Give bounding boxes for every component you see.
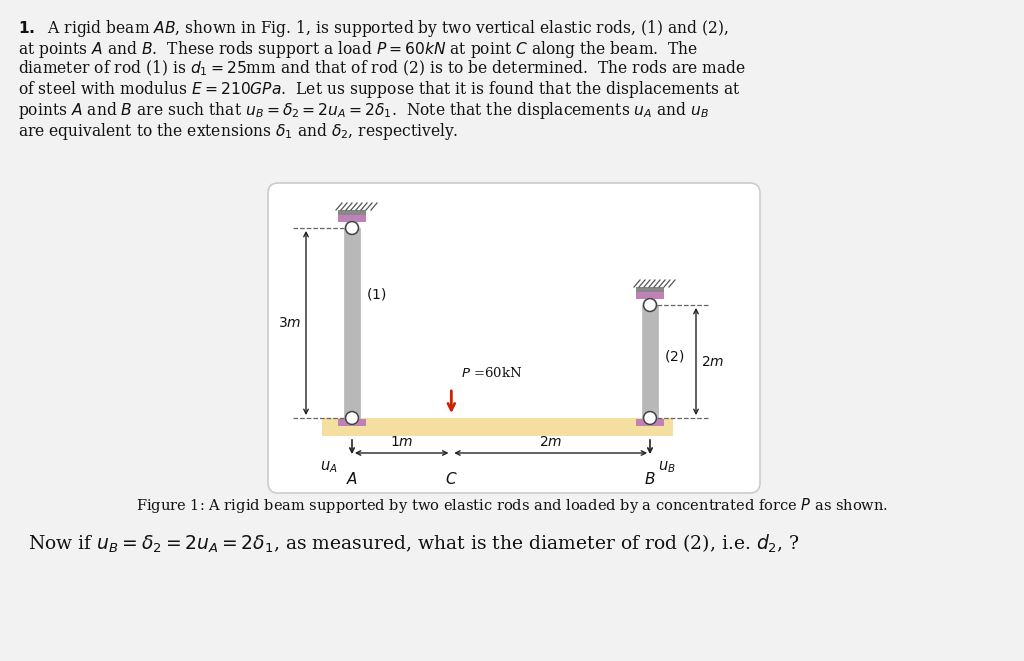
Text: $\mathbf{1.}$  A rigid beam $AB$, shown in Fig. 1, is supported by two vertical : $\mathbf{1.}$ A rigid beam $AB$, shown i… xyxy=(18,18,728,39)
Text: at points $A$ and $B$.  These rods support a load $P = 60kN$ at point $C$ along : at points $A$ and $B$. These rods suppor… xyxy=(18,38,698,59)
Text: $C$: $C$ xyxy=(445,471,458,487)
Circle shape xyxy=(345,412,358,424)
Text: $2m$: $2m$ xyxy=(539,435,562,449)
Text: $u_A$: $u_A$ xyxy=(321,459,338,475)
Bar xyxy=(636,419,664,426)
Circle shape xyxy=(643,299,656,311)
Text: $(2)$: $(2)$ xyxy=(664,348,684,364)
Text: $2m$: $2m$ xyxy=(701,354,724,368)
Circle shape xyxy=(345,221,358,235)
Text: points $A$ and $B$ are such that $u_B = \delta_2 = 2u_A = 2\delta_1$.  Note that: points $A$ and $B$ are such that $u_B = … xyxy=(18,100,710,121)
Bar xyxy=(322,418,672,435)
FancyBboxPatch shape xyxy=(268,183,760,493)
Text: of steel with modulus $E = 210GPa$.  Let us suppose that it is found that the di: of steel with modulus $E = 210GPa$. Let … xyxy=(18,79,740,100)
Bar xyxy=(642,305,658,418)
Bar xyxy=(636,292,664,299)
Text: Figure 1: A rigid beam supported by two elastic rods and loaded by a concentrate: Figure 1: A rigid beam supported by two … xyxy=(136,496,888,515)
Bar xyxy=(338,419,366,426)
Text: Now if $u_B = \delta_2 = 2u_A = 2\delta_1$, as measured, what is the diameter of: Now if $u_B = \delta_2 = 2u_A = 2\delta_… xyxy=(28,533,800,555)
Text: $B$: $B$ xyxy=(644,471,655,487)
Text: $u_B$: $u_B$ xyxy=(658,459,676,475)
Text: $A$: $A$ xyxy=(346,471,358,487)
Text: $3m$: $3m$ xyxy=(278,316,301,330)
Circle shape xyxy=(643,412,656,424)
Text: $1m$: $1m$ xyxy=(390,435,414,449)
Text: are equivalent to the extensions $\delta_1$ and $\delta_2$, respectively.: are equivalent to the extensions $\delta… xyxy=(18,120,459,141)
Text: $P$ =60kN: $P$ =60kN xyxy=(462,366,522,380)
Bar xyxy=(344,228,360,418)
Bar xyxy=(338,210,366,215)
Bar xyxy=(636,287,664,292)
Text: diameter of rod (1) is $d_1 = 25$mm and that of rod (2) is to be determined.  Th: diameter of rod (1) is $d_1 = 25$mm and … xyxy=(18,59,746,79)
Text: $(1)$: $(1)$ xyxy=(366,286,386,303)
Bar xyxy=(338,215,366,222)
